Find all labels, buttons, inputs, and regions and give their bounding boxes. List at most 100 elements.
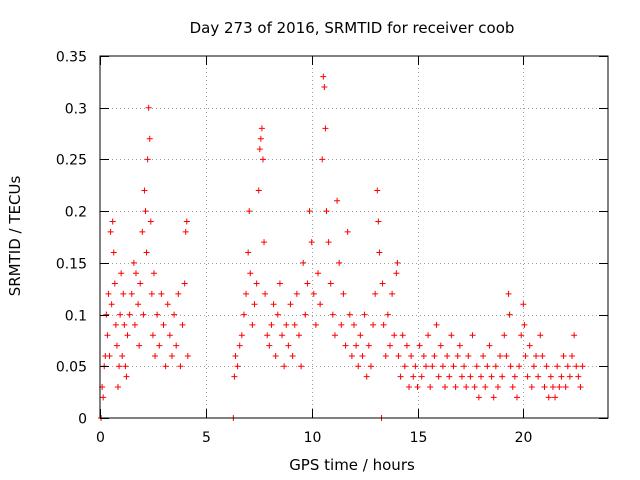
data-point (530, 363, 537, 370)
data-point (154, 311, 161, 318)
data-point (142, 208, 149, 215)
data-point (399, 332, 406, 339)
data-point (181, 280, 188, 287)
data-point (509, 383, 516, 390)
data-point (382, 352, 389, 359)
data-point (336, 259, 343, 266)
data-point (503, 352, 510, 359)
data-point (152, 352, 159, 359)
data-point (537, 332, 544, 339)
data-point (308, 239, 315, 246)
data-point (243, 290, 250, 297)
data-point (272, 352, 279, 359)
data-point (177, 363, 184, 370)
data-point (128, 290, 135, 297)
data-point (456, 342, 463, 349)
data-point (184, 352, 191, 359)
data-point (376, 249, 383, 256)
data-point (141, 187, 148, 194)
data-point (257, 135, 264, 142)
data-point (150, 270, 157, 277)
data-point (435, 373, 442, 380)
data-point (340, 290, 347, 297)
data-point (370, 321, 377, 328)
data-point (116, 363, 123, 370)
data-point (395, 352, 402, 359)
data-point (106, 352, 113, 359)
data-point (119, 352, 126, 359)
data-point (461, 363, 468, 370)
data-point (471, 383, 478, 390)
y-tick-label: 0.1 (65, 309, 87, 325)
data-point (274, 311, 281, 318)
data-point (144, 156, 151, 163)
data-point (175, 290, 182, 297)
data-point (513, 394, 520, 401)
data-point (315, 270, 322, 277)
data-point (539, 352, 546, 359)
y-tick-label: 0.05 (56, 360, 87, 376)
data-point (164, 301, 171, 308)
data-point (412, 363, 419, 370)
data-point (182, 228, 189, 235)
data-point (380, 321, 387, 328)
data-point (298, 363, 305, 370)
data-point (264, 332, 271, 339)
data-point (475, 394, 482, 401)
data-point (543, 363, 550, 370)
data-point (573, 363, 580, 370)
data-point (121, 321, 128, 328)
data-point (344, 228, 351, 235)
data-point (104, 332, 111, 339)
data-point (139, 228, 146, 235)
data-point (442, 383, 449, 390)
data-point (437, 342, 444, 349)
data-point (547, 373, 554, 380)
data-point (391, 332, 398, 339)
data-point (238, 332, 245, 339)
data-point (160, 321, 167, 328)
data-point (444, 352, 451, 359)
data-point (552, 394, 559, 401)
data-point (361, 311, 368, 318)
data-point (249, 321, 256, 328)
data-point (454, 352, 461, 359)
data-point (327, 280, 334, 287)
data-point (448, 332, 455, 339)
data-point (418, 373, 425, 380)
data-point (478, 373, 484, 380)
data-point (359, 352, 366, 359)
data-point (526, 342, 533, 349)
data-point (158, 290, 165, 297)
data-point (258, 125, 265, 132)
data-point (329, 311, 336, 318)
data-point (183, 218, 190, 225)
data-point (319, 156, 326, 163)
data-point (136, 342, 143, 349)
data-point (450, 363, 457, 370)
data-point (406, 383, 413, 390)
data-point (577, 383, 584, 390)
data-point (446, 373, 453, 380)
tick-labels: 0 0.05 0.1 0.15 0.2 0.25 0.3 0.35 0 5 10 15 20 (56, 50, 533, 447)
data-point (351, 321, 357, 328)
data-point (240, 311, 247, 318)
x-tick-label: 5 (202, 430, 211, 446)
y-tick-label: 0.35 (56, 50, 87, 66)
data-point (575, 373, 582, 380)
y-tick-label: 0.15 (56, 257, 87, 273)
data-point (463, 383, 470, 390)
data-point (270, 301, 277, 308)
data-point (103, 311, 110, 318)
data-point (291, 321, 298, 328)
data-point (389, 290, 396, 297)
data-point (566, 373, 573, 380)
y-tick-label: 0.2 (65, 205, 87, 221)
data-point (545, 394, 552, 401)
data-point (467, 373, 474, 380)
data-point (166, 332, 173, 339)
data-point (403, 342, 410, 349)
data-point (569, 352, 576, 359)
data-point (317, 301, 324, 308)
